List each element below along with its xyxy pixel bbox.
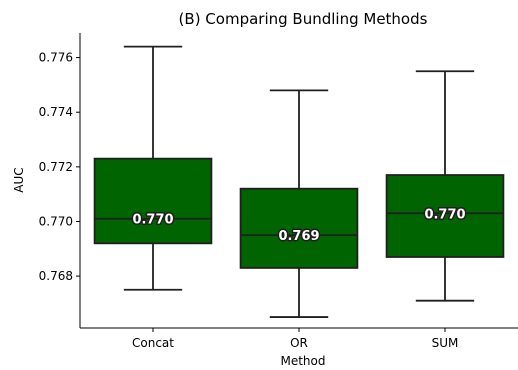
box-iqr <box>385 174 505 258</box>
y-tick-label: 0.774 <box>39 105 73 119</box>
box-iqr <box>239 187 359 269</box>
x-tick-label: OR <box>290 336 308 350</box>
box-sum: 0.770 <box>385 70 505 302</box>
y-axis-label: AUC <box>12 167 26 192</box>
x-tick-label: Concat <box>132 336 174 350</box>
median-value-label: 0.769 <box>278 229 319 244</box>
y-tick-label: 0.770 <box>39 214 73 228</box>
boxes: 0.770 0.769 0.770 <box>93 45 505 318</box>
y-tick-label: 0.768 <box>39 269 73 283</box>
median-value-label: 0.770 <box>132 213 173 228</box>
x-ticks: Concat OR SUM <box>132 328 458 350</box>
chart-title: (B) Comparing Bundling Methods <box>179 10 428 28</box>
x-axis-label: Method <box>280 354 325 366</box>
box-concat: 0.770 <box>93 45 213 291</box>
y-tick-label: 0.776 <box>39 51 73 65</box>
y-ticks: 0.768 0.770 0.772 0.774 0.776 <box>39 51 80 283</box>
plot-area: 0.768 0.770 0.772 0.774 0.776 Concat OR SUM 0.… <box>39 33 518 350</box>
x-tick-label: SUM <box>432 336 459 350</box>
box-iqr <box>93 157 213 245</box>
box-or: 0.769 <box>239 89 359 318</box>
y-tick-label: 0.772 <box>39 160 73 174</box>
median-value-label: 0.770 <box>424 207 465 222</box>
